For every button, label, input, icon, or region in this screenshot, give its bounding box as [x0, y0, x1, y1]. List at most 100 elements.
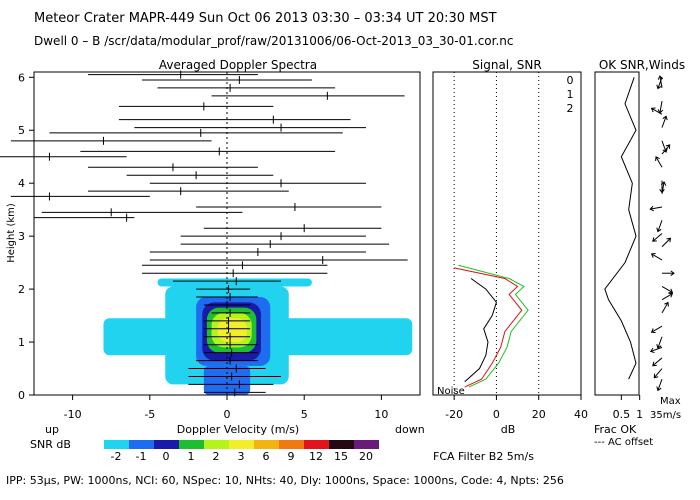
wind-arrow-head — [650, 107, 656, 113]
winds-panel: OK SNR,Winds 0.5 1 Frac OK --- AC offset … — [594, 58, 685, 448]
colorbar-tick-label: 12 — [309, 450, 323, 463]
snr-legend: 012 — [567, 74, 574, 115]
height-axis-label: Height (km) — [6, 203, 17, 263]
snr-grid — [453, 72, 540, 395]
colorbar-swatch — [304, 440, 329, 449]
wind-arrow-head — [652, 237, 657, 242]
up-label: up — [45, 423, 59, 436]
wind-arrow — [661, 286, 673, 293]
down-label: down — [395, 423, 425, 436]
frac-ok-frame — [594, 71, 640, 396]
snr-x-tick-label: 20 — [532, 408, 546, 421]
wind-arrow — [661, 140, 667, 153]
frac-ok-label: Frac OK — [594, 423, 637, 436]
doppler-title: Averaged Doppler Spectra — [159, 58, 317, 72]
colorbar-tick-label: 1 — [188, 450, 195, 463]
wind-arrow-head — [655, 156, 660, 161]
ac-offset-label: --- AC offset — [594, 437, 653, 448]
max-label: Max — [660, 396, 681, 407]
doppler-x-label: Doppler Velocity (m/s) — [177, 423, 299, 436]
heatmap-band-yellow — [217, 318, 248, 343]
wind-arrow-head — [650, 328, 656, 334]
colorbar-tick-label: 15 — [334, 450, 348, 463]
colorbar-tick-label: -2 — [111, 450, 122, 463]
wind-arrow-head — [649, 347, 655, 354]
wind-arrow-head — [657, 109, 664, 114]
colorbar-swatch — [254, 440, 279, 449]
colorbar-swatch — [104, 440, 129, 449]
winds-title: OK SNR,Winds — [599, 58, 685, 72]
wind-arrow-head — [668, 292, 674, 298]
colorbar-tick-label: 6 — [263, 450, 270, 463]
wind-arrow-head — [664, 301, 669, 307]
wind-arrow — [657, 77, 663, 89]
y-tick-label: 6 — [18, 71, 25, 84]
colorbar-tick-label: 3 — [238, 450, 245, 463]
y-tick-label: 5 — [18, 124, 25, 137]
snr-x-ticks: -20 0 20 40 — [445, 395, 588, 421]
wind-arrow-head — [666, 237, 672, 243]
frac-ok-line — [604, 77, 637, 380]
wind-arrow-head — [656, 227, 662, 233]
noise-label: Noise — [437, 386, 465, 397]
colorbar-tick-label: 0 — [163, 450, 170, 463]
y-tick-label: 2 — [18, 283, 25, 296]
colorbar-swatch — [279, 440, 304, 449]
y-tick-label: 0 — [18, 389, 25, 402]
colorbar-tick-label: 20 — [359, 450, 373, 463]
colorbar-swatch — [329, 440, 354, 449]
heatmap-band-cyan-top — [157, 278, 312, 287]
doppler-y-ticks: 0 1 2 3 4 5 6 — [18, 71, 34, 402]
doppler-panel: Averaged Doppler Spectra -10 -5 0 5 10 0 1 2 3 4… — [0, 58, 425, 436]
wind-arrow-head — [659, 189, 665, 194]
wind-arrow — [651, 253, 663, 261]
frac-x-tick-label: 1 — [636, 408, 643, 421]
wind-arrow — [659, 75, 663, 88]
wind-arrow-head — [662, 148, 668, 153]
wind-arrow — [655, 156, 663, 168]
wind-arrows — [649, 75, 675, 392]
max-speed-label: 35m/s — [650, 410, 681, 421]
snr-series-line-2 — [458, 264, 529, 388]
wind-arrow — [661, 237, 671, 248]
snr-title: Signal, SNR — [472, 58, 541, 72]
y-tick-label: 4 — [18, 177, 25, 190]
x-tick-label: -5 — [144, 408, 155, 421]
colorbar-swatch — [204, 440, 229, 449]
fca-label: FCA Filter B2 5m/s — [433, 450, 534, 463]
colorbar-tick-label: -1 — [136, 450, 147, 463]
snr-series-line-0 — [464, 278, 497, 383]
colorbar-tick-label: 2 — [213, 450, 220, 463]
y-tick-label: 3 — [18, 230, 25, 243]
colorbar-swatch — [229, 440, 254, 449]
colorbar-swatch — [129, 440, 154, 449]
wind-arrow — [657, 336, 663, 349]
x-tick-label: 0 — [224, 408, 231, 421]
wind-arrow — [650, 206, 663, 210]
wind-arrow — [652, 233, 663, 242]
heatmap-band-low-blue — [203, 365, 251, 395]
header-line2: Dwell 0 – B /scr/data/modular_prof/raw/2… — [34, 34, 514, 48]
colorbar-label: SNR dB — [30, 438, 71, 451]
wind-arrow-head — [668, 288, 674, 294]
x-tick-label: -10 — [64, 408, 82, 421]
wind-arrow-head — [656, 386, 662, 392]
wind-arrow — [657, 378, 663, 391]
wind-arrow — [652, 357, 663, 367]
y-tick-label: 1 — [18, 336, 25, 349]
wind-arrow-head — [662, 115, 668, 121]
colorbar-tick-label: 9 — [288, 450, 295, 463]
legend-entry: 2 — [567, 102, 574, 115]
wind-arrow-head — [653, 373, 659, 379]
wind-arrow — [651, 107, 663, 115]
snr-x-label: dB — [501, 423, 516, 436]
snr-colorbar: SNR dB -2 -1 0 1 2 3 6 9 12 15 20 — [30, 438, 379, 463]
wind-arrow — [661, 293, 673, 301]
wind-arrow — [657, 220, 663, 232]
wind-arrow-head — [652, 361, 657, 367]
wind-arrow — [653, 368, 663, 379]
wind-arrow-head — [665, 144, 671, 149]
legend-entry: 1 — [567, 88, 574, 101]
wind-arrow — [661, 144, 671, 155]
